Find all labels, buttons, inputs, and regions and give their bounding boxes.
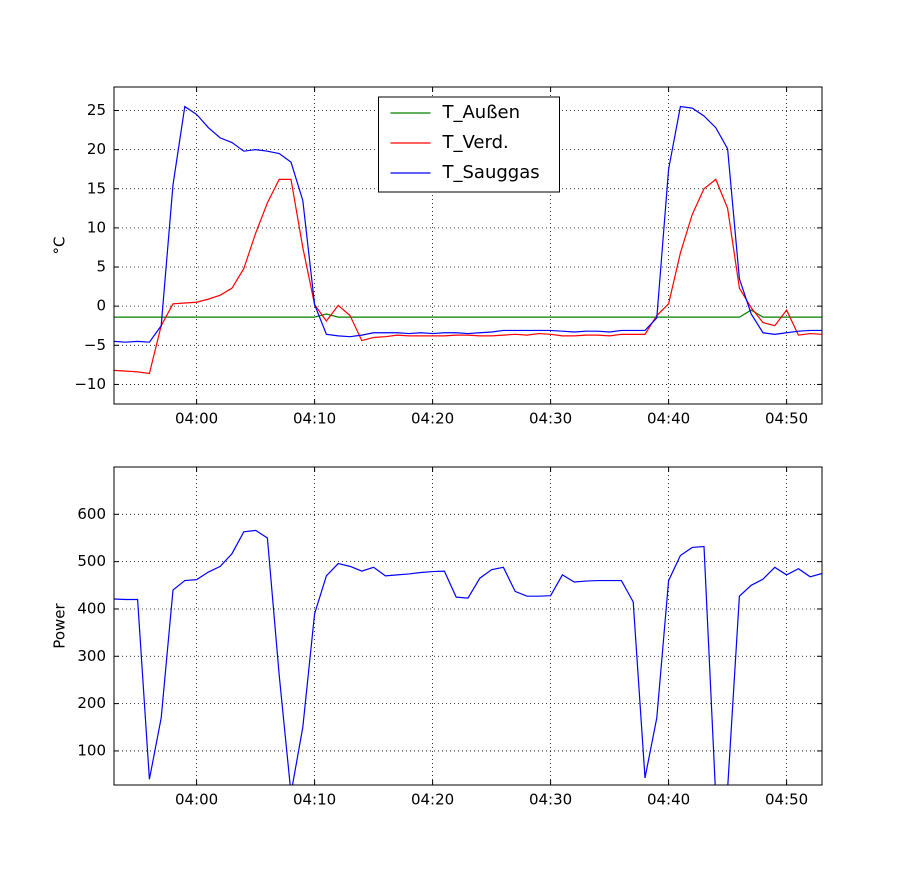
- x-tick-label: 04:30: [529, 410, 572, 428]
- y-tick-label: 10: [87, 218, 106, 236]
- y-tick-label: 0: [96, 297, 106, 315]
- series-line: [114, 309, 822, 318]
- axes-frame: [113, 466, 823, 786]
- y-tick-label: 400: [77, 599, 106, 617]
- y-axis-label: Power: [51, 602, 69, 648]
- x-tick-label: 04:30: [529, 791, 572, 809]
- y-tick-label: 15: [87, 179, 106, 197]
- x-tick-label: 04:20: [411, 410, 454, 428]
- y-axis-label: °C: [51, 237, 69, 255]
- x-tick-label: 04:40: [647, 791, 690, 809]
- series-line: [114, 178, 822, 375]
- series-line: [114, 529, 822, 785]
- x-tick-label: 04:10: [293, 791, 336, 809]
- plot-area: [114, 529, 822, 785]
- y-tick-label: 100: [77, 741, 106, 759]
- y-tick-label: −5: [84, 336, 106, 354]
- y-tick-label: 500: [77, 552, 106, 570]
- y-tick-label: −10: [74, 375, 106, 393]
- x-tick-label: 04:20: [411, 791, 454, 809]
- series-line: [114, 105, 822, 343]
- y-tick-label: 25: [87, 101, 106, 119]
- x-tick-label: 04:50: [765, 791, 808, 809]
- y-tick-label: 200: [77, 694, 106, 712]
- x-tick-label: 04:40: [647, 410, 690, 428]
- x-tick-label: 04:50: [765, 410, 808, 428]
- legend-label: T_Außen: [442, 102, 521, 123]
- y-tick-label: 5: [96, 258, 106, 276]
- x-tick-label: 04:00: [175, 410, 218, 428]
- axes-frame: [113, 86, 823, 405]
- plot-area: [114, 105, 822, 375]
- y-tick-label: 600: [77, 505, 106, 523]
- legend-label: T_Sauggas: [442, 162, 540, 183]
- y-tick-label: 20: [87, 140, 106, 158]
- legend-label: T_Verd.: [442, 132, 509, 153]
- y-tick-label: 300: [77, 647, 106, 665]
- x-tick-label: 04:10: [293, 410, 336, 428]
- x-tick-label: 04:00: [175, 791, 218, 809]
